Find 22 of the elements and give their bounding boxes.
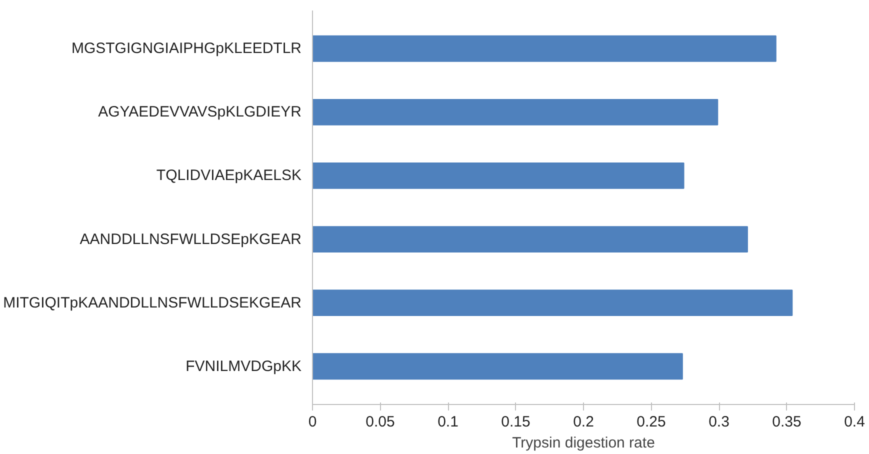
y-tick-label: FVNILMVDGpKK: [186, 358, 302, 375]
x-tick-label: 0.05: [366, 414, 395, 430]
y-tick-label: AANDDLLNSFWLLDSEpKGEAR: [80, 230, 302, 248]
y-tick-label: AGYAEDEVVAVSpKLGDIEYR: [98, 104, 302, 121]
y-tick-label: TQLIDVIAEpKAELSK: [156, 167, 302, 184]
bar: [312, 290, 793, 316]
x-axis-title: Trypsin digestion rate: [512, 434, 655, 452]
x-tick-label: 0.4: [844, 414, 865, 430]
x-tick-label: 0: [308, 414, 317, 430]
y-tick-label: MITGIQITpKAANDDLLNSFWLLDSEKGEAR: [3, 294, 302, 312]
bar: [312, 353, 683, 380]
y-tick-label: MGSTGIGNGIAIPHGpKLEEDTLR: [71, 40, 302, 58]
bar: [312, 226, 748, 252]
bar: [312, 98, 718, 126]
x-tick-label: 0.3: [708, 414, 730, 430]
x-tick-label: 0.2: [573, 414, 594, 430]
x-tick-label: 0.15: [501, 414, 530, 430]
bar: [312, 162, 684, 189]
x-tick-label: 0.35: [772, 414, 802, 430]
bar: [312, 35, 776, 62]
x-tick-label: 0.1: [438, 414, 458, 430]
x-tick-label: 0.25: [636, 414, 666, 430]
